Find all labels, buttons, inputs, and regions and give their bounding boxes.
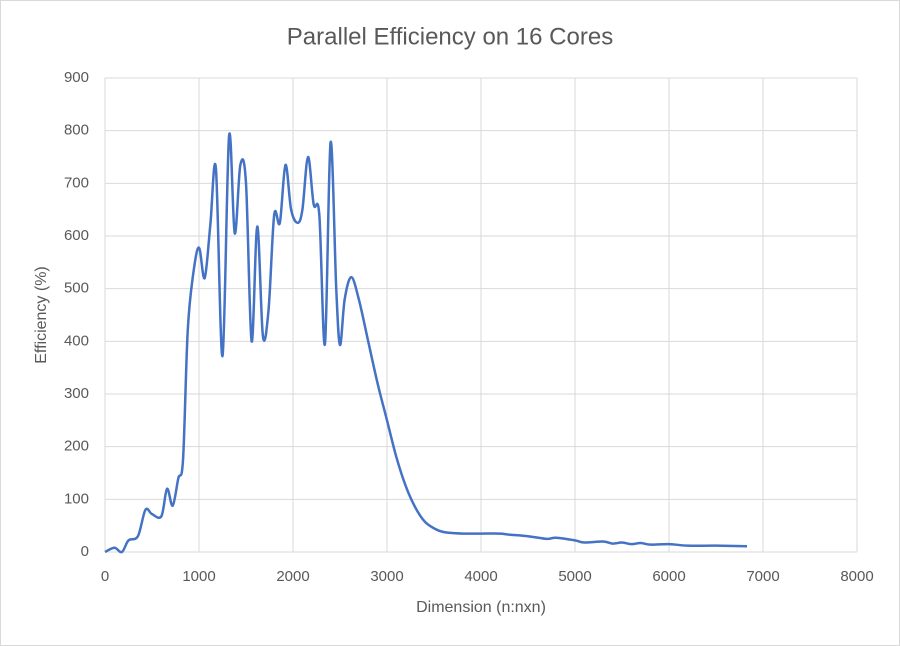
x-axis-title: Dimension (n:nxn) [416,599,546,616]
y-tick-label: 800 [64,122,89,139]
x-tick-label: 8000 [840,568,873,585]
x-tick-label: 2000 [276,568,309,585]
x-tick-label: 1000 [182,568,215,585]
y-tick-label: 700 [64,174,89,191]
y-tick-label: 400 [64,332,89,349]
y-tick-label: 200 [64,438,89,455]
y-tick-label: 300 [64,385,89,402]
x-tick-label: 3000 [370,568,403,585]
x-tick-label: 5000 [558,568,591,585]
y-tick-label: 600 [64,227,89,244]
x-tick-label: 4000 [464,568,497,585]
chart-title: Parallel Efficiency on 16 Cores [287,23,613,50]
y-tick-label: 500 [64,280,89,297]
y-tick-label: 100 [64,490,89,507]
x-tick-label: 7000 [746,568,779,585]
x-tick-label: 0 [101,568,109,585]
x-tick-label: 6000 [652,568,685,585]
y-axis-title: Efficiency (%) [33,266,50,364]
y-tick-label: 900 [64,69,89,86]
data-line [104,132,748,554]
y-tick-label: 0 [81,543,89,560]
